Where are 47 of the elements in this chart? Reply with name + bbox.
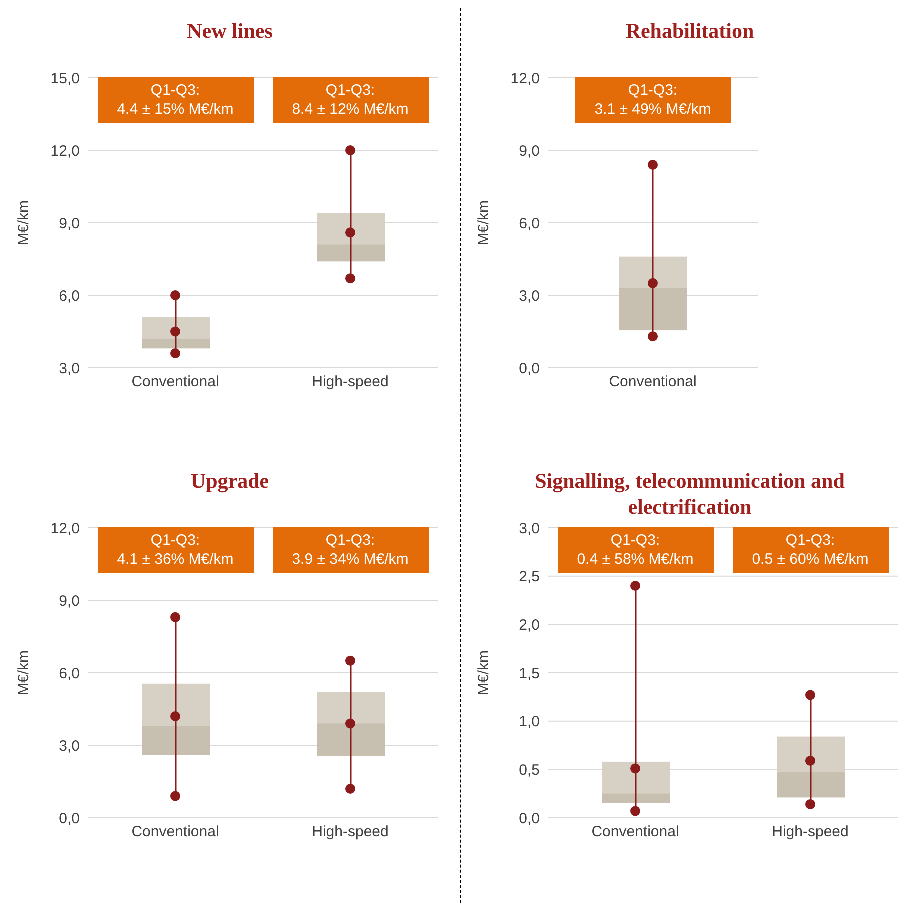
y-tick-label: 3,0 xyxy=(519,520,540,538)
x-tick-label: High-speed xyxy=(312,824,389,841)
y-tick-label: 6,0 xyxy=(519,215,540,232)
y-tick-label: 2,5 xyxy=(519,568,540,586)
y-axis-title: M€/km xyxy=(475,200,492,246)
y-tick-label: 3,0 xyxy=(519,288,540,305)
chart-title: New lines xyxy=(186,18,274,45)
y-tick-label: 6,0 xyxy=(59,288,80,305)
y-tick-label: 6,0 xyxy=(59,665,80,682)
y-tick-label: 3,0 xyxy=(59,738,80,755)
y-tick-label: 9,0 xyxy=(59,215,80,232)
x-tick-label: Conventional xyxy=(609,374,697,391)
point xyxy=(648,278,658,288)
y-tick-label: 0,0 xyxy=(59,810,80,828)
x-tick-label: Conventional xyxy=(132,374,220,391)
y-tick-label: 1,5 xyxy=(519,665,540,682)
y-tick-label: 1,0 xyxy=(519,714,540,731)
annotation: Q1-Q3: 3.1 ± 49% M€/km xyxy=(594,81,712,119)
y-axis-title: M€/km xyxy=(475,650,492,696)
y-axis-title: M€/km xyxy=(15,200,32,246)
annotation: Q1-Q3: 0.4 ± 58% M€/km xyxy=(576,531,695,569)
point xyxy=(648,160,658,170)
x-tick-label: High-speed xyxy=(772,824,849,841)
y-tick-label: 12,0 xyxy=(510,70,540,88)
y-tick-label: 9,0 xyxy=(59,592,80,610)
annotation: Q1-Q3: 8.4 ± 12% M€/km xyxy=(291,81,410,119)
y-tick-label: 0,0 xyxy=(519,360,540,378)
y-tick-label: 9,0 xyxy=(519,142,540,160)
x-tick-label: High-speed xyxy=(312,374,389,391)
y-tick-label: 0,5 xyxy=(519,762,540,779)
annotation: Q1-Q3: 4.1 ± 36% M€/km xyxy=(116,531,235,569)
y-tick-label: 12,0 xyxy=(50,142,80,160)
chart-title: Upgrade xyxy=(190,468,270,495)
chart-title: Rehabilitation xyxy=(624,18,756,45)
annotation: Q1-Q3: 4.4 ± 15% M€/km xyxy=(116,81,235,119)
y-tick-label: 0,0 xyxy=(519,810,540,828)
y-tick-label: 15,0 xyxy=(50,70,80,88)
x-tick-label: Conventional xyxy=(592,824,680,841)
y-tick-label: 12,0 xyxy=(50,520,80,538)
y-tick-label: 3,0 xyxy=(59,360,80,378)
y-tick-label: 2,0 xyxy=(519,616,540,634)
chart-title: Signalling, telecommunication and electrification xyxy=(534,468,846,519)
annotation: Q1-Q3: 0.5 ± 60% M€/km xyxy=(751,531,870,569)
annotation: Q1-Q3: 3.9 ± 34% M€/km xyxy=(291,531,410,569)
point xyxy=(648,332,658,342)
x-tick-label: Conventional xyxy=(132,824,220,841)
y-axis-title: M€/km xyxy=(15,650,32,696)
